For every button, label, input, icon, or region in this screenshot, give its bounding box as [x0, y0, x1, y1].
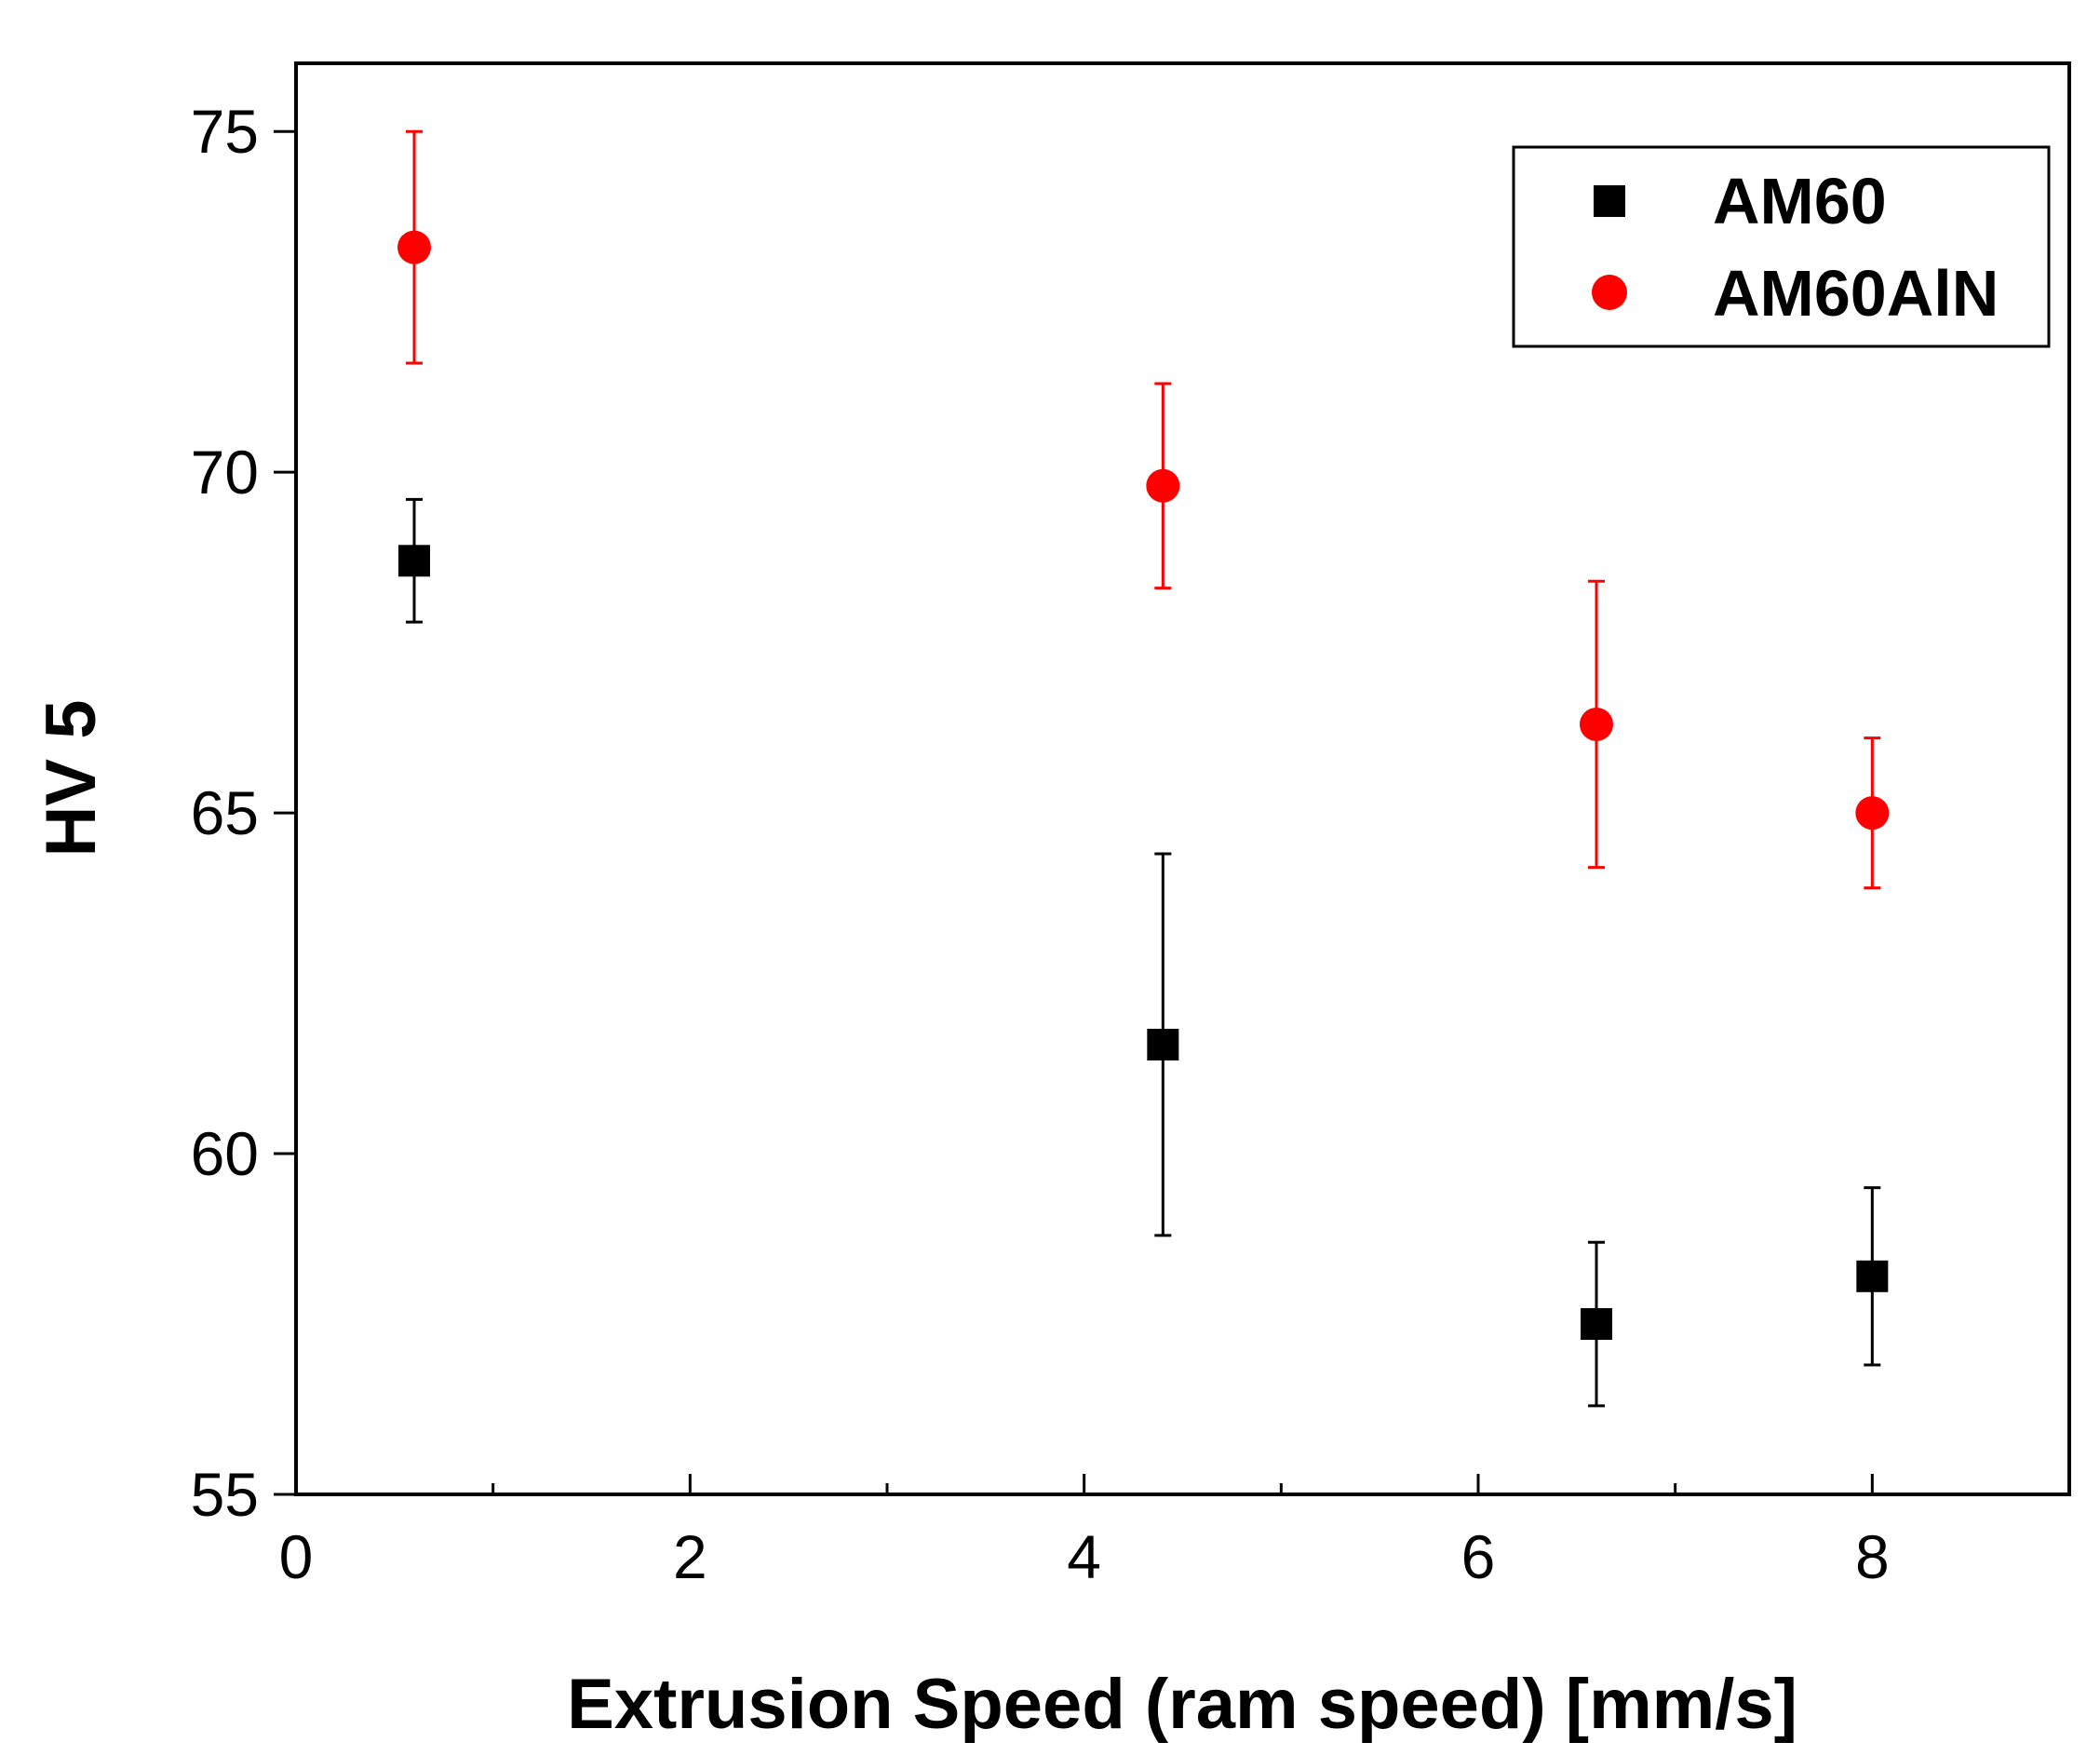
- y-tick-label: 65: [191, 778, 259, 847]
- data-point-am60: [1147, 1028, 1179, 1060]
- legend-marker-am60aln: [1592, 275, 1627, 310]
- x-axis-title: Extrusion Speed (ram speed) [mm/s]: [567, 1665, 1797, 1744]
- legend-label-am60: AM60: [1713, 165, 1887, 237]
- plot-frame: [294, 61, 2071, 1496]
- legend-marker-am60: [1594, 185, 1625, 217]
- legend-box: [1512, 145, 2051, 348]
- x-tick-label: 6: [1461, 1522, 1496, 1591]
- x-tick-label: 0: [279, 1522, 314, 1591]
- axis-ticks: [274, 129, 2071, 1496]
- data-point-am60aln: [1580, 707, 1613, 741]
- data-marks: [397, 129, 1890, 1408]
- data-point-am60aln: [1146, 468, 1180, 503]
- data-point-am60: [398, 545, 430, 577]
- data-point-am60aln: [397, 230, 431, 264]
- y-tick-label: 70: [191, 438, 259, 507]
- axis-tick-labels: 0 2 4 6 8 55 60 65 70 75: [191, 97, 1890, 1591]
- x-tick-label: 4: [1067, 1522, 1101, 1591]
- legend: AM60 AM60AlN: [1512, 145, 2051, 348]
- data-point-am60: [1581, 1308, 1612, 1341]
- x-tick-label: 2: [673, 1522, 707, 1591]
- y-tick-label: 55: [191, 1460, 259, 1529]
- y-tick-label: 75: [191, 97, 259, 166]
- legend-label-am60aln: AM60AlN: [1713, 257, 1999, 330]
- y-axis-title: HV 5: [32, 700, 111, 858]
- data-point-am60: [1856, 1260, 1889, 1292]
- y-tick-label: 60: [191, 1119, 259, 1188]
- data-point-am60aln: [1855, 796, 1890, 831]
- x-tick-label: 8: [1855, 1522, 1890, 1591]
